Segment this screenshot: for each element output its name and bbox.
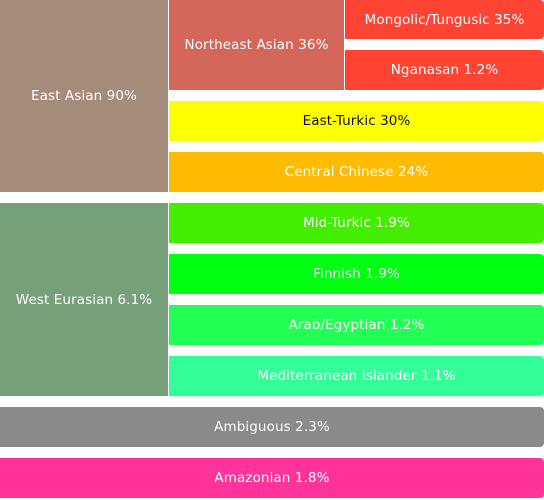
central-chinese-block: Central Chinese 24% [169,152,544,192]
east-turkic-label: East-Turkic 30% [302,113,411,129]
finnish-block: Finnish 1.9% [169,254,544,294]
arab-egyptian-label: Arab/Egyptian 1.2% [288,317,425,333]
east-asian-label: East Asian 90% [31,88,137,104]
amazonian-block: Amazonian 1.8% [0,458,544,498]
west-eurasian-block: West Eurasian 6.1% [0,203,168,396]
arab-egyptian-block: Arab/Egyptian 1.2% [169,305,544,345]
mediterranean-islander-label: Mediterranean Islander 1.1% [257,368,456,384]
nganasan-block: Nganasan 1.2% [345,50,544,90]
mongolic-tungusic-label: Mongolic/Tungusic 35% [364,11,525,28]
finnish-label: Finnish 1.9% [313,266,400,282]
west-eurasian-label: West Eurasian 6.1% [15,291,153,308]
northeast-asian-label: Northeast Asian 36% [184,37,329,53]
ambiguous-label: Ambiguous 2.3% [214,419,330,435]
mediterranean-islander-block: Mediterranean Islander 1.1% [169,356,544,396]
ambiguous-block: Ambiguous 2.3% [0,407,544,447]
mid-turkic-label: Mid-Turkic 1.9% [303,215,410,231]
mongolic-tungusic-block: Mongolic/Tungusic 35% [345,0,544,39]
east-asian-block: East Asian 90% [0,0,168,192]
central-chinese-label: Central Chinese 24% [284,164,429,180]
northeast-asian-block: Northeast Asian 36% [169,0,344,90]
amazonian-label: Amazonian 1.8% [214,470,330,486]
mid-turkic-block: Mid-Turkic 1.9% [169,203,544,243]
nganasan-label: Nganasan 1.2% [390,62,499,78]
east-turkic-block: East-Turkic 30% [169,101,544,141]
